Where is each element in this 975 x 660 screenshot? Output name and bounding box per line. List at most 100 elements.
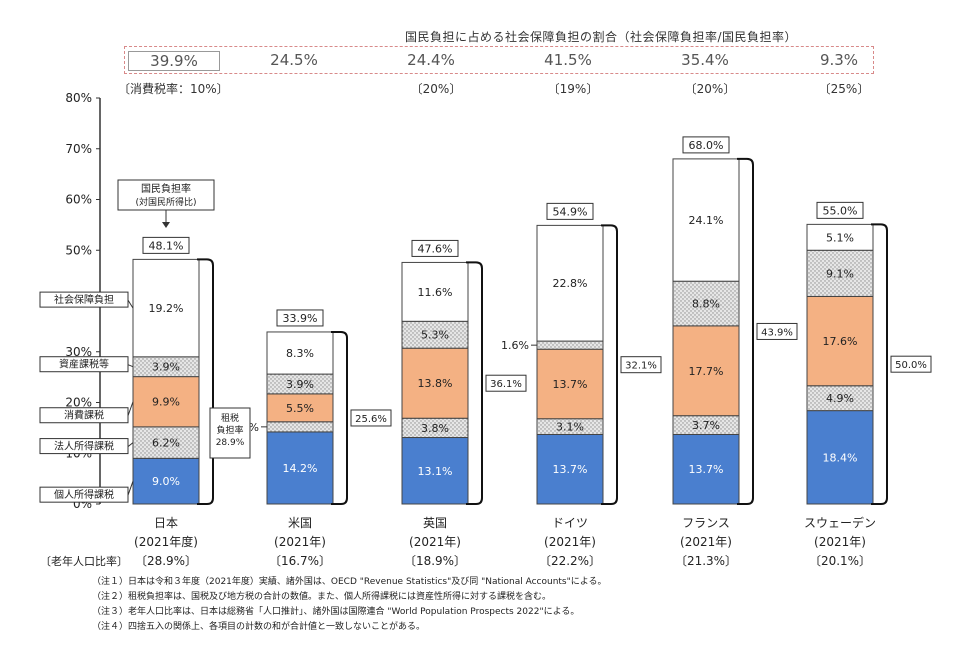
bar-segment	[266, 331, 334, 375]
tax-burden-label: 43.9%	[761, 327, 793, 338]
tax-burden-box	[620, 356, 662, 374]
bar-value-label: 5.1%	[826, 231, 854, 244]
bar-segment	[806, 410, 874, 505]
ratio-value: 24.4%	[407, 51, 455, 69]
total-label: 54.9%	[553, 205, 588, 218]
bar-value-label: 18.4%	[823, 451, 858, 464]
bar-value-label: 4.9%	[826, 392, 854, 405]
bar-segment	[132, 376, 200, 428]
y-tick-label: 60%	[65, 193, 92, 207]
bar-value-label: 13.8%	[418, 377, 453, 390]
bar-segment	[266, 421, 334, 433]
bar-segment	[266, 431, 334, 505]
ratio-value: 24.5%	[270, 51, 318, 69]
bar-value-label: 1.6%	[501, 339, 529, 352]
bar-value-label: 8.8%	[692, 298, 720, 311]
tax-bracket	[466, 261, 483, 505]
y-tick-label: 30%	[65, 345, 92, 359]
total-label: 33.9%	[283, 312, 318, 325]
bar-value-label: 9.1%	[826, 267, 854, 280]
bar-segment	[672, 325, 740, 417]
tax-callout-text: 負担率	[216, 424, 243, 436]
bar-value-label: 17.7%	[689, 365, 724, 378]
callout-arrow-head	[162, 222, 170, 228]
tax-burden-label: 36.1%	[490, 379, 522, 390]
category-year: (2021年)	[680, 535, 732, 549]
category-label: 英国	[423, 516, 447, 530]
bar-value-label: 13.7%	[553, 463, 588, 476]
tax-burden-box	[756, 322, 798, 340]
ratio-value: 39.9%	[128, 51, 220, 71]
bar-value-label: 9.0%	[152, 475, 180, 488]
category-label: 日本	[154, 516, 178, 530]
tax-burden-label: 25.6%	[355, 414, 387, 425]
legend-label: 個人所得課税	[54, 488, 114, 501]
tax-callout-box	[209, 407, 251, 459]
bar-value-label: 3.8%	[421, 422, 449, 435]
total-callout-box	[117, 179, 215, 211]
ratio-header-box	[124, 46, 874, 74]
legend-leader	[127, 401, 134, 416]
ratio-value: 35.4%	[681, 51, 729, 69]
total-label: 48.1%	[149, 239, 184, 252]
footnote: （注３）老年人口比率は、日本は総務省「人口推計」、諸外国は国際連合 "World…	[92, 607, 580, 617]
total-label: 55.0%	[823, 204, 858, 217]
total-label-box	[411, 239, 459, 257]
category-year: (2021年)	[409, 535, 461, 549]
ratio-sub: 〔消費税率：10%〕	[118, 82, 229, 96]
category-year: (2021年)	[274, 535, 326, 549]
tax-burden-label: 50.0%	[895, 360, 927, 371]
tax-burden-box	[485, 374, 527, 392]
ratio-sub: 〔25%〕	[818, 82, 870, 96]
bar-segment	[132, 426, 200, 459]
bar-segment	[672, 158, 740, 282]
legend-label: 社会保障負担	[54, 293, 114, 306]
ratio-header-title: 国民負担に占める社会保障負担の割合（社会保障負担率/国民負担率）	[405, 30, 798, 44]
bar-value-label: 5.5%	[286, 402, 314, 415]
tax-bracket	[197, 258, 214, 505]
bar-value-label: 13.7%	[553, 378, 588, 391]
aging-ratio: 〔22.2%〕	[539, 554, 601, 568]
aging-ratio: 〔18.9%〕	[404, 554, 466, 568]
total-callout-sub: (対国民所得比)	[135, 196, 196, 208]
bar-value-label: 3.9%	[152, 361, 180, 374]
bar-value-label: 14.2%	[283, 462, 318, 475]
bar-value-label: 13.7%	[689, 463, 724, 476]
total-label-box	[276, 309, 324, 327]
bar-value-label: 3.7%	[692, 419, 720, 432]
aging-ratio: 〔28.9%〕	[135, 554, 197, 568]
bar-segment	[266, 393, 334, 423]
bar-value-label: 11.6%	[418, 286, 453, 299]
category-year: (2021年)	[544, 535, 596, 549]
legend-label-box	[39, 356, 129, 373]
bar-value-label: 17.6%	[823, 335, 858, 348]
aging-ratio: 〔21.3%〕	[675, 554, 737, 568]
bar-value-label: 6.2%	[152, 437, 180, 450]
total-label-box	[816, 201, 864, 219]
y-tick-label: 70%	[65, 142, 92, 156]
footnote: （注４）四捨五入の関係上、各項目の計数の和が合計値と一致しないことがある。	[92, 622, 426, 632]
tax-bracket	[601, 224, 618, 505]
category-label: フランス	[682, 516, 730, 530]
bar-value-label: 3.1%	[556, 421, 584, 434]
bar-segment	[401, 347, 469, 419]
legend-leader	[127, 299, 134, 309]
y-tick-label: 80%	[65, 91, 92, 105]
aging-ratio: 〔16.7%〕	[269, 554, 331, 568]
category-year: (2021年度)	[134, 534, 198, 549]
bar-segment	[536, 348, 604, 420]
tax-burden-box	[350, 409, 392, 427]
bar-value-label: 5.3%	[421, 329, 449, 342]
category-year: (2021年)	[814, 535, 866, 549]
bar-segment	[401, 320, 469, 349]
ratio-sub: 〔20%〕	[410, 82, 462, 96]
bar-value-label: 24.1%	[689, 214, 724, 227]
tax-burden-box	[890, 355, 932, 373]
tax-bracket	[331, 330, 348, 505]
bar-value-label: 8.3%	[286, 347, 314, 360]
tax-burden-label: 32.1%	[625, 361, 657, 372]
legend-label: 資産課税等	[59, 358, 109, 371]
bar-segment	[536, 340, 604, 350]
bar-segment	[536, 433, 604, 505]
footnote: （注１）日本は令和３年度（2021年度）実績、諸外国は、OECD "Revenu…	[92, 577, 607, 587]
